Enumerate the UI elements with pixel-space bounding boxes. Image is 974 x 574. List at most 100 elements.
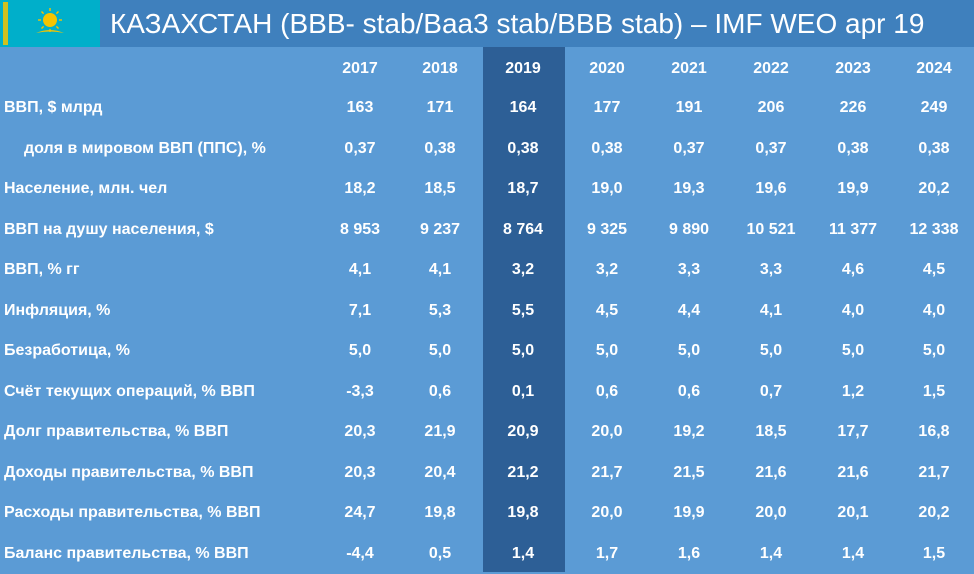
table-cell: 0,38	[480, 129, 566, 170]
table-cell: 5,0	[648, 331, 730, 372]
table-cell: 18,5	[400, 169, 480, 210]
table-cell: 0,37	[320, 129, 400, 170]
kazakhstan-flag-icon	[0, 0, 100, 47]
table-cell: 20,3	[320, 412, 400, 453]
table-cell: 17,7	[812, 412, 894, 453]
row-label: ВВП, % гг	[0, 250, 320, 291]
table-row: Расходы правительства, % ВВП 24,7 19,8 1…	[0, 493, 974, 534]
year-header: 2024	[894, 50, 974, 88]
table-cell: 0,38	[812, 129, 894, 170]
table-cell: 0,38	[894, 129, 974, 170]
table-cell: 20,0	[566, 412, 648, 453]
year-header: 2021	[648, 50, 730, 88]
table-row: ВВП на душу населения, $ 8 953 9 237 8 7…	[0, 210, 974, 251]
table-cell: 0,38	[566, 129, 648, 170]
table-cell: 9 890	[648, 210, 730, 251]
table-cell: 3,2	[480, 250, 566, 291]
header-label-cell	[0, 50, 320, 88]
table-cell: 18,2	[320, 169, 400, 210]
table-row: Долг правительства, % ВВП 20,3 21,9 20,9…	[0, 412, 974, 453]
table-cell: 10 521	[730, 210, 812, 251]
table-cell: 226	[812, 88, 894, 129]
table-cell: 20,3	[320, 453, 400, 494]
table-cell: 5,0	[730, 331, 812, 372]
table-cell: 1,7	[566, 534, 648, 574]
table-cell: 20,2	[894, 493, 974, 534]
table-cell: 5,0	[480, 331, 566, 372]
table-cell: 3,3	[730, 250, 812, 291]
table-cell: 0,37	[730, 129, 812, 170]
table-cell: 206	[730, 88, 812, 129]
table-cell: 20,0	[566, 493, 648, 534]
table-cell: 163	[320, 88, 400, 129]
table-cell: 4,1	[320, 250, 400, 291]
row-label: Баланс правительства, % ВВП	[0, 534, 320, 574]
table-cell: 0,37	[648, 129, 730, 170]
table-cell: 20,9	[480, 412, 566, 453]
table-cell: 249	[894, 88, 974, 129]
row-label: Доходы правительства, % ВВП	[0, 453, 320, 494]
table-cell: 0,6	[566, 372, 648, 413]
table-cell: 9 325	[566, 210, 648, 251]
table-cell: 164	[480, 88, 566, 129]
table-cell: -3,3	[320, 372, 400, 413]
table-cell: 21,5	[648, 453, 730, 494]
table-cell: 19,8	[480, 493, 566, 534]
table-cell: -4,4	[320, 534, 400, 574]
table-row: ВВП, % гг 4,1 4,1 3,2 3,2 3,3 3,3 4,6 4,…	[0, 250, 974, 291]
table-cell: 21,7	[894, 453, 974, 494]
table-cell: 171	[400, 88, 480, 129]
year-header: 2018	[400, 50, 480, 88]
table-cell: 24,7	[320, 493, 400, 534]
table-cell: 3,3	[648, 250, 730, 291]
table-cell: 4,6	[812, 250, 894, 291]
row-label: ВВП, $ млрд	[0, 88, 320, 129]
row-label: Долг правительства, % ВВП	[0, 412, 320, 453]
table-cell: 4,1	[730, 291, 812, 332]
year-header: 2019	[480, 50, 566, 88]
row-label: Инфляция, %	[0, 291, 320, 332]
table-cell: 19,6	[730, 169, 812, 210]
table-cell: 19,9	[812, 169, 894, 210]
table-cell: 1,2	[812, 372, 894, 413]
table-cell: 19,9	[648, 493, 730, 534]
page-title: КАЗАХСТАН (BBB- stab/Baa3 stab/BBB stab)…	[110, 6, 924, 42]
table-cell: 12 338	[894, 210, 974, 251]
table-cell: 1,5	[894, 372, 974, 413]
year-header: 2023	[812, 50, 894, 88]
table-cell: 177	[566, 88, 648, 129]
table-cell: 4,4	[648, 291, 730, 332]
table-cell: 8 764	[480, 210, 566, 251]
table-cell: 21,6	[730, 453, 812, 494]
table-cell: 21,9	[400, 412, 480, 453]
table-cell: 1,5	[894, 534, 974, 574]
table-cell: 1,4	[730, 534, 812, 574]
table-row: Доходы правительства, % ВВП 20,3 20,4 21…	[0, 453, 974, 494]
table-cell: 0,6	[400, 372, 480, 413]
table-cell: 18,5	[730, 412, 812, 453]
table-cell: 19,2	[648, 412, 730, 453]
table-row: Инфляция, % 7,1 5,3 5,5 4,5 4,4 4,1 4,0 …	[0, 291, 974, 332]
table-cell: 21,7	[566, 453, 648, 494]
table-cell: 5,3	[400, 291, 480, 332]
table-cell: 3,2	[566, 250, 648, 291]
table-cell: 5,0	[812, 331, 894, 372]
table-cell: 1,6	[648, 534, 730, 574]
macro-data-table: 2017 2018 2019 2020 2021 2022 2023 2024 …	[0, 50, 974, 574]
table-cell: 4,5	[894, 250, 974, 291]
table-cell: 19,8	[400, 493, 480, 534]
table-cell: 19,0	[566, 169, 648, 210]
table-cell: 0,6	[648, 372, 730, 413]
table-cell: 21,6	[812, 453, 894, 494]
table-row: Баланс правительства, % ВВП -4,4 0,5 1,4…	[0, 534, 974, 574]
table-cell: 20,2	[894, 169, 974, 210]
table-cell: 0,38	[400, 129, 480, 170]
table-row: доля в мировом ВВП (ППС), % 0,37 0,38 0,…	[0, 129, 974, 170]
table-cell: 191	[648, 88, 730, 129]
table-cell: 4,1	[400, 250, 480, 291]
table-cell: 8 953	[320, 210, 400, 251]
table-cell: 5,0	[894, 331, 974, 372]
table-cell: 19,3	[648, 169, 730, 210]
table-cell: 20,0	[730, 493, 812, 534]
